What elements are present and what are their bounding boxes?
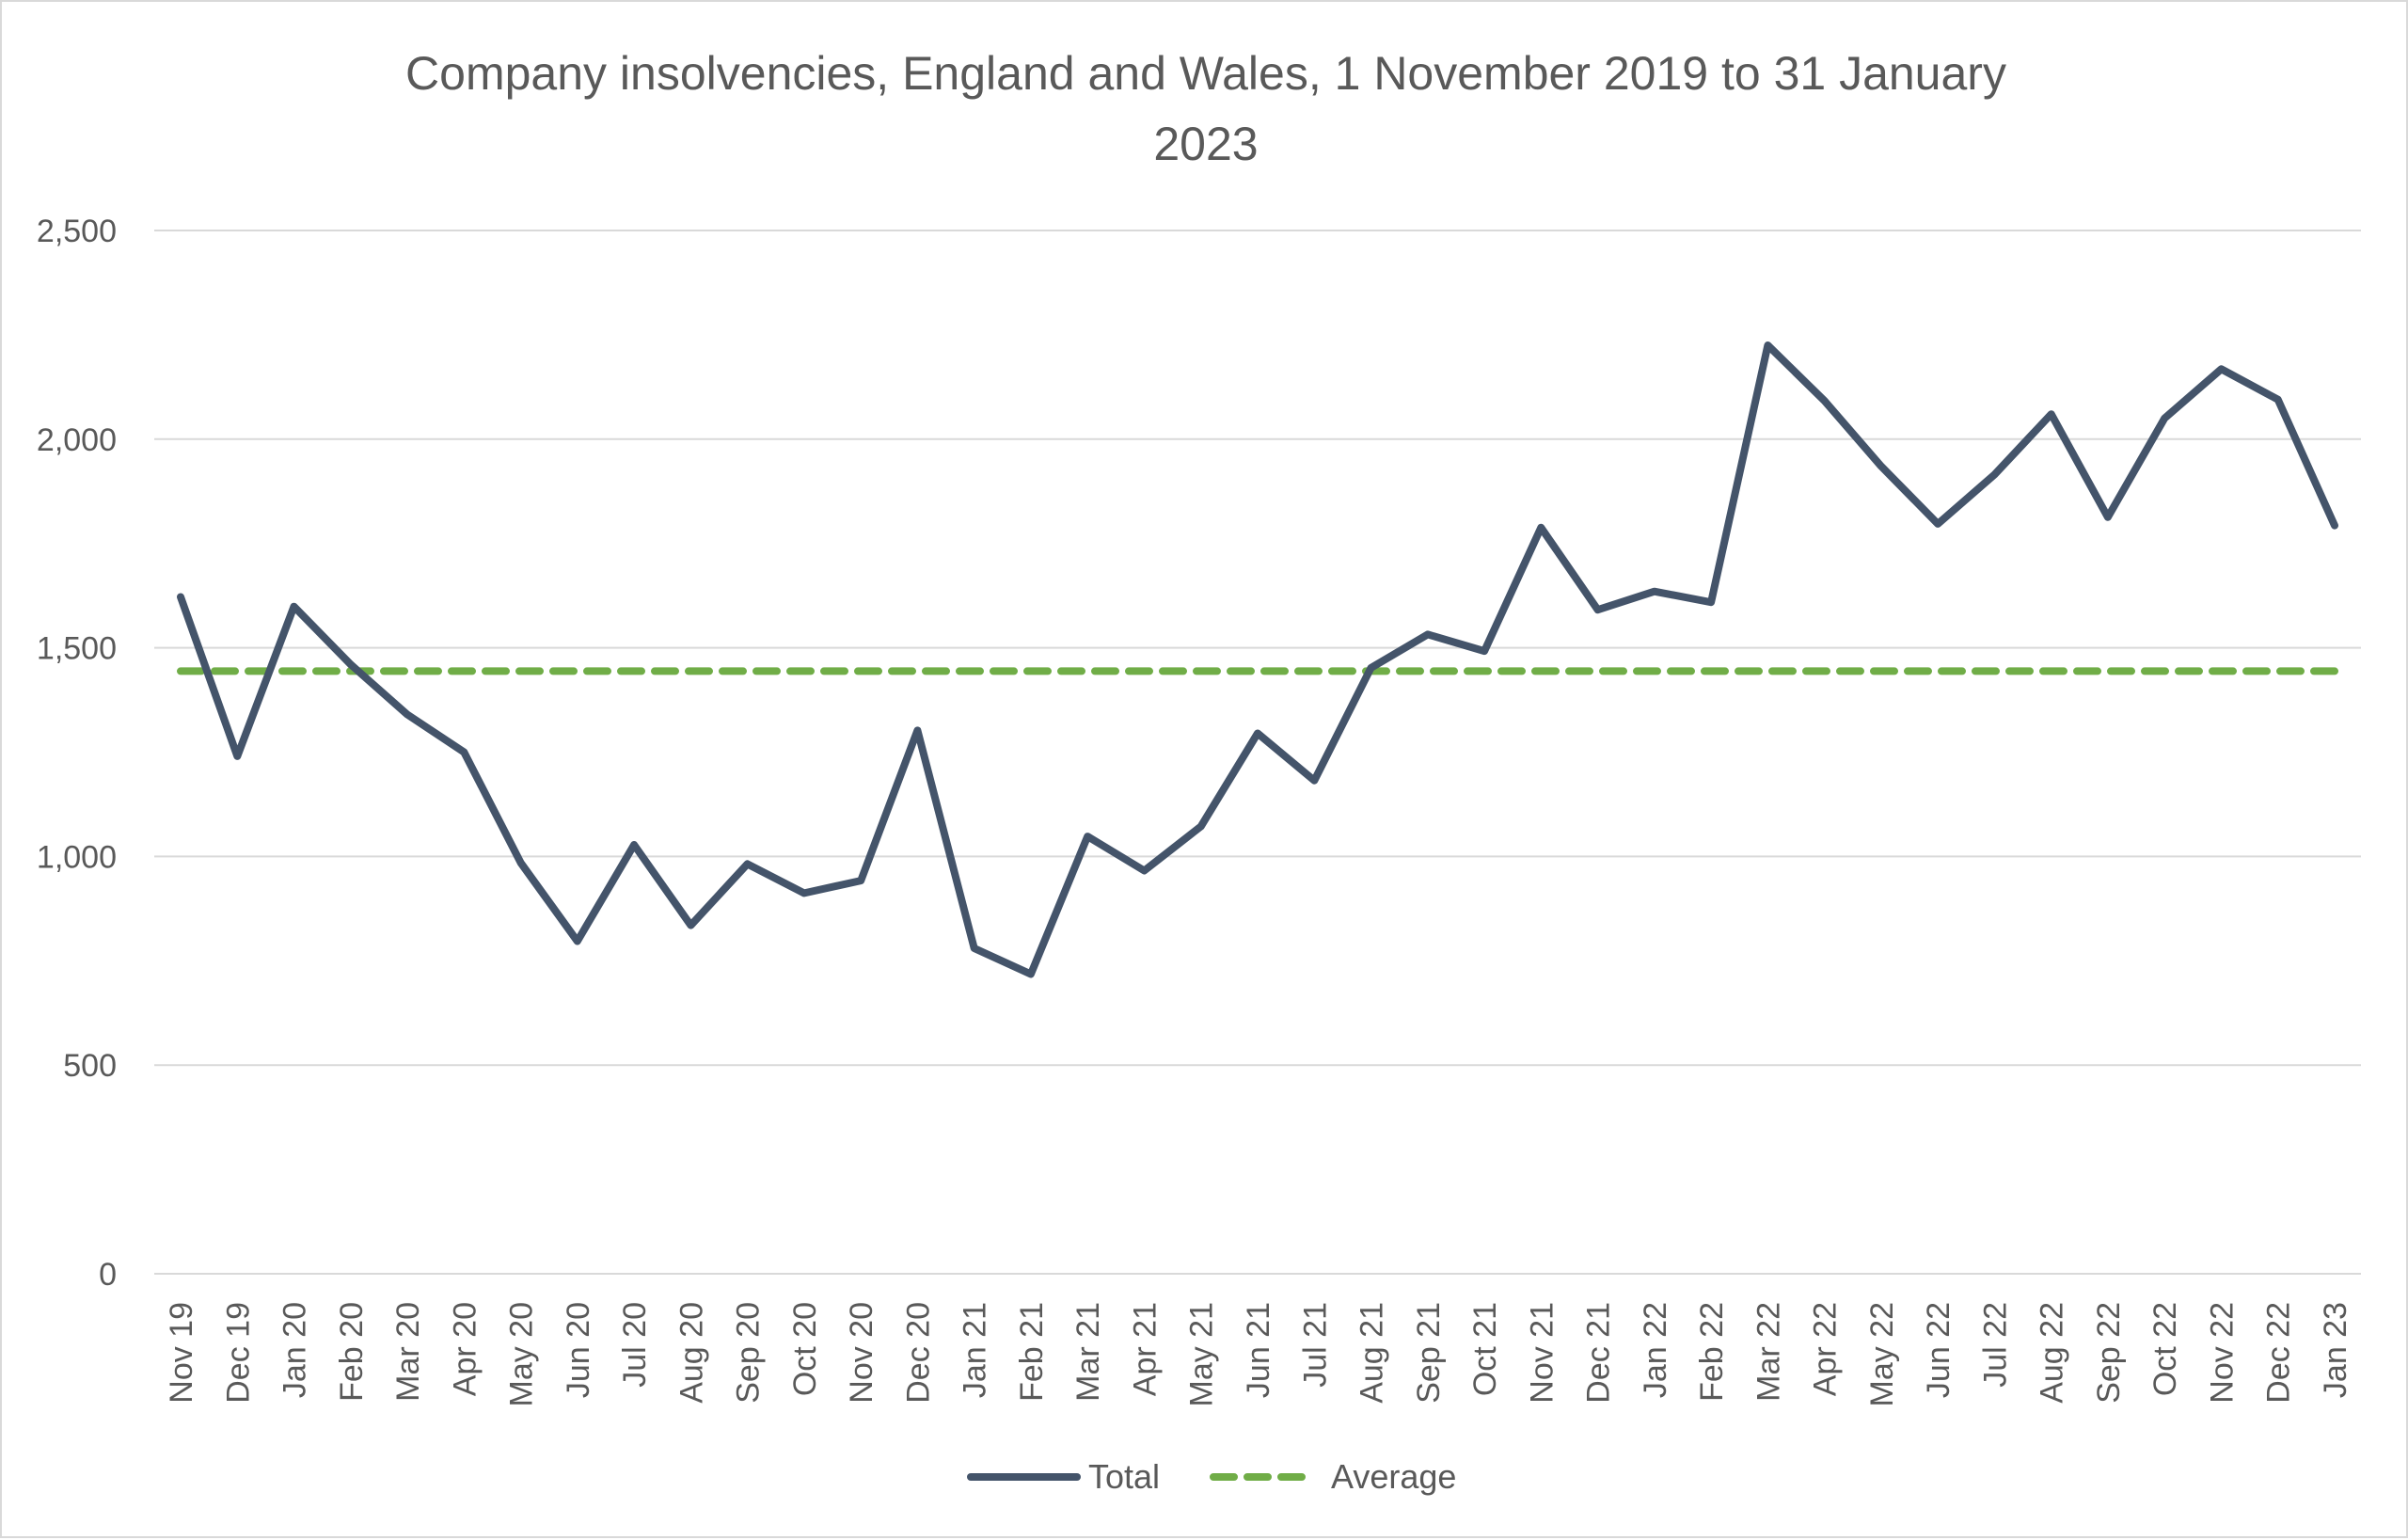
x-tick-label: Apr 22 <box>1808 1302 1844 1396</box>
x-tick-label: Nov 22 <box>2204 1302 2240 1404</box>
y-tick-label: 2,500 <box>37 214 117 249</box>
x-tick-label: Apr 21 <box>1127 1302 1163 1396</box>
x-tick-label: Feb 20 <box>334 1302 370 1402</box>
x-tick-label: May 21 <box>1184 1302 1220 1407</box>
x-tick-label: Mar 20 <box>390 1302 426 1402</box>
y-tick-label: 1,500 <box>37 631 117 667</box>
x-tick-label: Oct 21 <box>1467 1302 1503 1396</box>
y-tick-label: 1,000 <box>37 839 117 875</box>
x-tick-label: Jul 21 <box>1297 1302 1333 1388</box>
x-tick-label: Mar 21 <box>1070 1302 1106 1402</box>
x-tick-label: Dec 19 <box>220 1302 256 1404</box>
x-tick-label: Dec 20 <box>900 1302 936 1404</box>
gridlines <box>154 230 2361 1275</box>
x-tick-label: Sep 22 <box>2091 1302 2127 1404</box>
chart-title-line-2: 2023 <box>1153 118 1258 170</box>
x-tick-label: Aug 21 <box>1354 1302 1390 1404</box>
x-tick-label: Jan 20 <box>277 1302 313 1398</box>
x-tick-label: Jan 21 <box>958 1302 993 1398</box>
x-tick-label: May 20 <box>504 1302 540 1407</box>
x-tick-label: Dec 21 <box>1581 1302 1617 1404</box>
x-tick-label: Jun 21 <box>1241 1302 1276 1398</box>
x-tick-label: Jun 20 <box>561 1302 596 1398</box>
x-tick-label: May 22 <box>1864 1302 1900 1407</box>
x-tick-label: Jul 22 <box>1977 1302 2013 1388</box>
series-line-total <box>177 341 2338 978</box>
legend-label-average: Average <box>1331 1457 1456 1496</box>
legend-label-total: Total <box>1088 1457 1160 1496</box>
x-tick-label: Feb 21 <box>1014 1302 1050 1402</box>
x-tick-label: Aug 22 <box>2035 1302 2070 1404</box>
x-tick-label: Jan 23 <box>2318 1302 2353 1398</box>
x-tick-label: Jan 22 <box>1638 1302 1673 1398</box>
y-tick-label: 0 <box>99 1257 117 1293</box>
x-tick-label: Nov 19 <box>164 1302 199 1404</box>
x-tick-label: Oct 22 <box>2147 1302 2183 1396</box>
x-tick-label: Mar 22 <box>1751 1302 1786 1402</box>
x-tick-label: Oct 20 <box>787 1302 823 1396</box>
y-tick-label: 2,000 <box>37 422 117 458</box>
x-tick-label: Feb 22 <box>1694 1302 1730 1402</box>
legend: Total Average <box>967 1457 1456 1496</box>
x-tick-label: Aug 20 <box>673 1302 709 1404</box>
y-axis-ticks: 0 500 1,000 1,500 2,000 2,500 <box>37 214 117 1293</box>
y-tick-label: 500 <box>63 1048 117 1084</box>
x-tick-label: Apr 20 <box>447 1302 483 1396</box>
x-tick-label: Jun 22 <box>1921 1302 1956 1398</box>
x-tick-label: Sep 21 <box>1411 1302 1447 1404</box>
chart-title-line-1: Company insolvencies, England and Wales,… <box>405 47 2006 100</box>
x-tick-label: Nov 20 <box>844 1302 879 1404</box>
x-tick-label: Nov 21 <box>1524 1302 1560 1404</box>
x-axis-ticks: Nov 19 Dec 19 Jan 20 Feb 20 Mar 20 Apr 20 May … <box>164 1302 2353 1407</box>
x-tick-label: Sep 20 <box>731 1302 767 1404</box>
series-lines <box>177 341 2338 978</box>
x-tick-label: Jul 20 <box>617 1302 653 1388</box>
x-tick-label: Dec 22 <box>2261 1302 2297 1404</box>
